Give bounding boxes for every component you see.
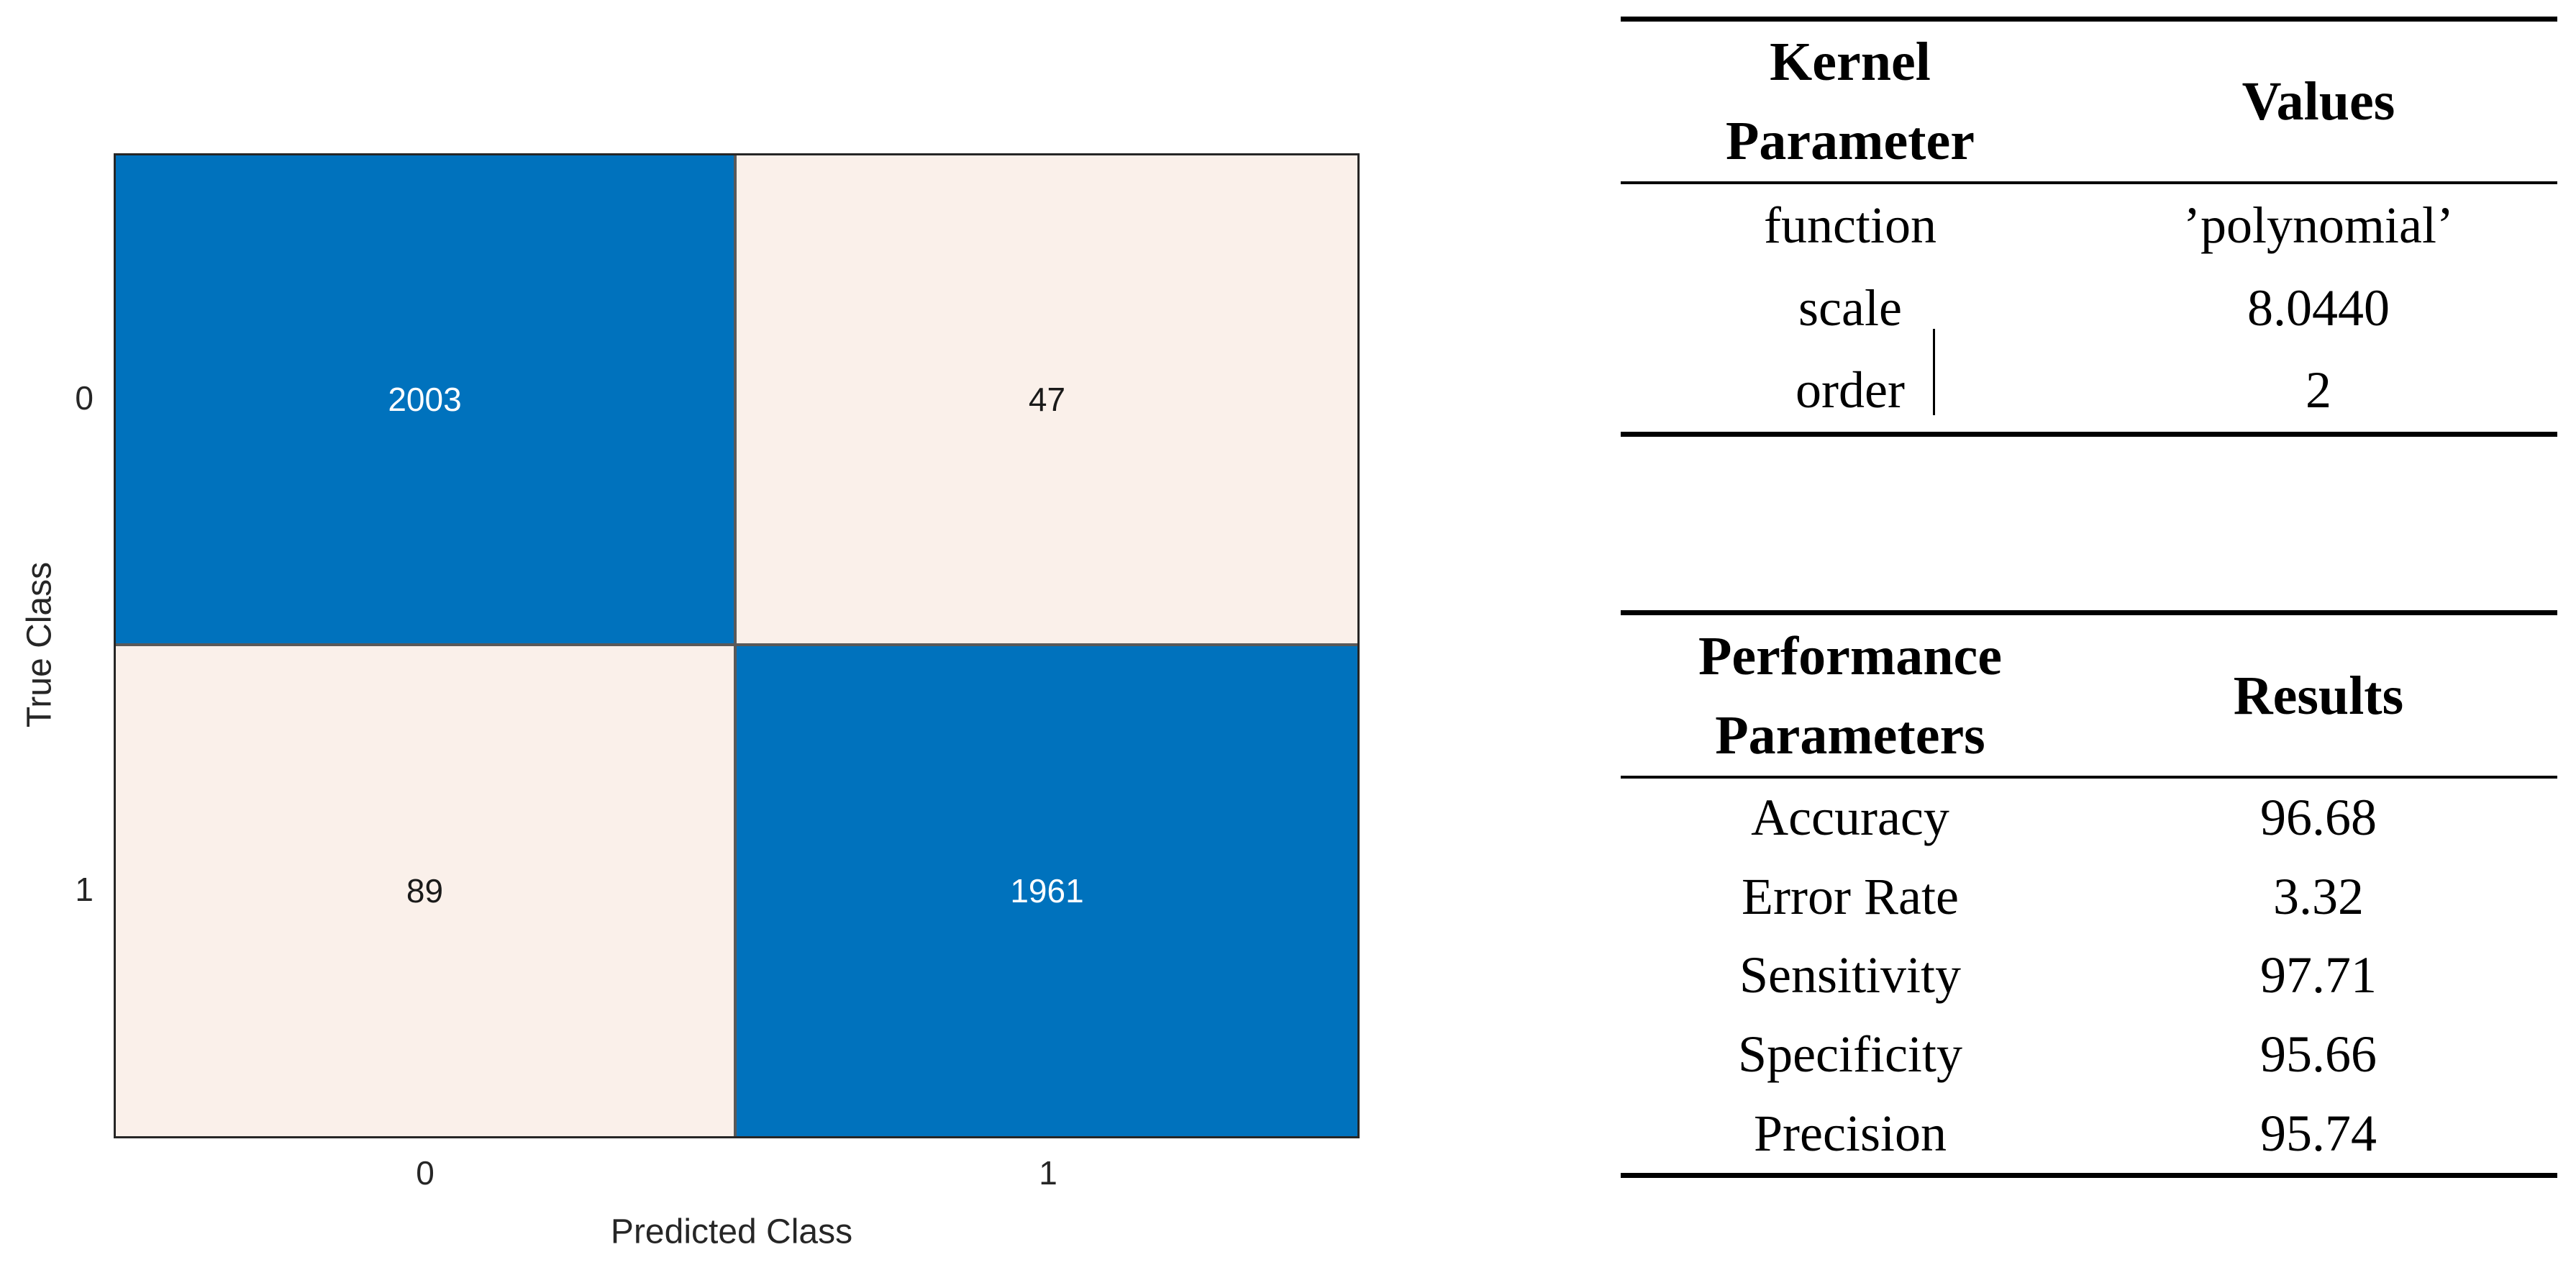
table-rule-bottom — [1621, 432, 2557, 437]
table-rule-top — [1621, 17, 2557, 22]
table-rule-header — [1621, 776, 2557, 779]
table-row: Sensitivity 97.71 — [1621, 936, 2557, 1015]
confusion-matrix-x-tick-1: 1 — [1039, 1154, 1057, 1192]
table-cell: 95.66 — [2259, 1025, 2377, 1084]
table-cell: 96.68 — [2259, 789, 2377, 847]
table-cell: Specificity — [1738, 1025, 1962, 1084]
confusion-matrix-y-axis-label: True Class — [20, 561, 59, 728]
confusion-matrix-y-tick-0: 0 — [75, 379, 94, 417]
confusion-matrix-cell-true1-pred1: 1961 — [737, 645, 1357, 1136]
table-cell: ’polynomial’ — [2183, 196, 2454, 254]
table-rule-top — [1621, 610, 2557, 615]
confusion-matrix-cell-true0-pred0: 2003 — [116, 155, 737, 646]
kernel-parameter-table: Kernel Parameter Values function ’polyno… — [1621, 17, 2557, 437]
header-line: Kernel — [1770, 32, 1931, 92]
table-header-values: Values — [2080, 62, 2557, 141]
table-row: Specificity 95.66 — [1621, 1015, 2557, 1094]
table-header-row: Kernel Parameter Values — [1621, 22, 2557, 181]
table-cell: 3.32 — [2272, 867, 2364, 925]
table-row: scale 8.0440 — [1621, 267, 2557, 350]
table-cell: Accuracy — [1751, 789, 1949, 847]
table-cell: Error Rate — [1742, 867, 1959, 925]
confusion-matrix-x-tick-0: 0 — [416, 1154, 434, 1192]
header-line: Parameters — [1715, 704, 1985, 766]
header-line: Performance — [1698, 625, 2002, 686]
confusion-matrix-y-tick-1: 1 — [75, 871, 94, 908]
table-cell: 97.71 — [2259, 946, 2377, 1005]
confusion-matrix-cell-true0-pred1: 47 — [737, 155, 1357, 646]
table-rule-header — [1621, 181, 2557, 184]
table-header-kernel-parameter: Kernel Parameter — [1621, 22, 2080, 181]
header-line: Parameter — [1725, 111, 1975, 171]
table-cell: scale — [1798, 278, 1902, 337]
header-line: Results — [2233, 665, 2404, 726]
header-line: Values — [2242, 71, 2395, 132]
confusion-matrix: 2003 47 89 1961 — [114, 153, 1360, 1138]
table-cell: 8.0440 — [2247, 278, 2390, 337]
table-row: Error Rate 3.32 — [1621, 858, 2557, 937]
table-cell: Precision — [1754, 1104, 1947, 1162]
performance-parameters-table: Performance Parameters Results Accuracy … — [1621, 610, 2557, 1178]
table-cell: 2 — [2305, 361, 2331, 420]
text-cursor — [1933, 329, 1935, 415]
table-rule-bottom — [1621, 1173, 2557, 1178]
table-cell: order — [1796, 361, 1905, 420]
table-body: function ’polynomial’ scale 8.0440 order… — [1621, 184, 2557, 432]
table-header-results: Results — [2080, 656, 2557, 735]
table-cell: function — [1764, 196, 1936, 254]
table-body: Accuracy 96.68 Error Rate 3.32 Sensitivi… — [1621, 779, 2557, 1173]
table-row: Precision 95.74 — [1621, 1094, 2557, 1173]
table-row: function ’polynomial’ — [1621, 184, 2557, 267]
table-row: Accuracy 96.68 — [1621, 779, 2557, 858]
confusion-matrix-cell-true1-pred0: 89 — [116, 645, 737, 1136]
table-header-row: Performance Parameters Results — [1621, 615, 2557, 776]
table-cell: Sensitivity — [1739, 946, 1961, 1005]
table-header-performance-parameters: Performance Parameters — [1621, 617, 2080, 775]
table-row: order 2 — [1621, 349, 2557, 432]
table-cell: 95.74 — [2259, 1104, 2377, 1162]
confusion-matrix-x-axis-label: Predicted Class — [610, 1212, 853, 1251]
